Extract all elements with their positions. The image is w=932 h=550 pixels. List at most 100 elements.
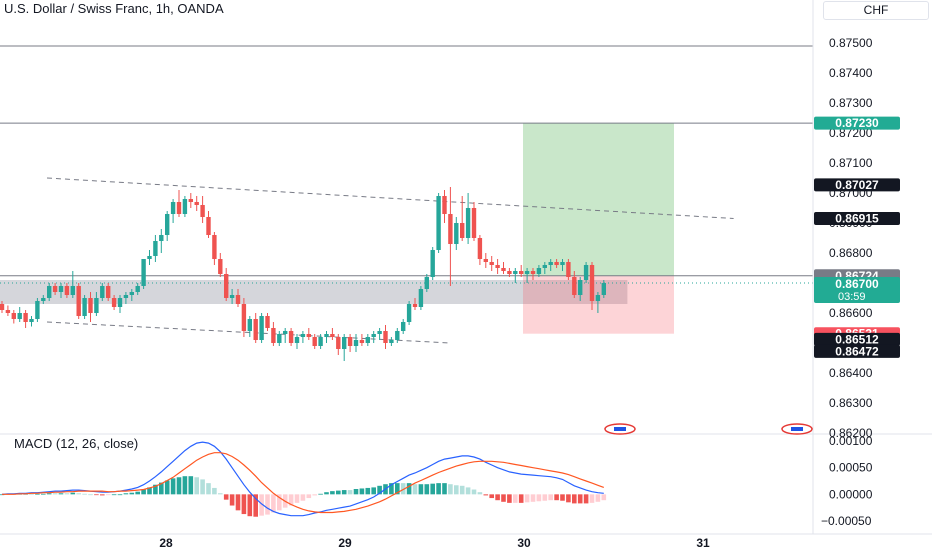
candle-body (159, 235, 164, 241)
macd-histogram-bar (306, 494, 312, 499)
flag-stripe-icon (791, 427, 803, 431)
candle-body (595, 295, 601, 301)
candle-body (300, 334, 306, 337)
macd-histogram-bar (277, 494, 282, 511)
macd-histogram-bar (412, 484, 418, 495)
macd-histogram-bar (454, 485, 459, 495)
candle-body (82, 298, 87, 316)
currency-selector[interactable]: CHF (823, 1, 929, 20)
candle-body (94, 298, 99, 313)
candle-body (477, 238, 483, 259)
macd-histogram-bar (88, 494, 93, 496)
candles-layer (0, 187, 606, 361)
macd-histogram-bar (442, 483, 447, 495)
candle-body (578, 280, 583, 295)
candle-body (406, 304, 412, 322)
macd-histogram-bar (572, 494, 577, 504)
candle-body (365, 337, 370, 343)
macd-histogram-bar (100, 494, 105, 496)
macd-histogram-bar (153, 484, 158, 495)
price-tick-label: 0.86400 (829, 366, 873, 380)
candle-body (347, 337, 353, 346)
macd-histogram-bar (560, 494, 565, 501)
candle-body (359, 340, 365, 343)
trend-line (46, 177, 734, 219)
trend-line-tag-bg (814, 212, 900, 225)
macd-tick-label: 0.00100 (829, 434, 873, 448)
time-tick-label: 31 (696, 536, 710, 550)
candle-body (383, 331, 388, 343)
candle-body (182, 199, 188, 214)
macd-histogram-bar (259, 494, 264, 516)
candle-body (271, 328, 276, 343)
candle-body (0, 304, 5, 310)
macd-histogram-bar (176, 477, 182, 495)
candle-body (170, 202, 176, 214)
macd-histogram-bar (324, 492, 329, 495)
candle-body (176, 202, 182, 214)
macd-histogram-bar (430, 483, 435, 495)
candle-body (17, 313, 22, 319)
candle-body (229, 295, 235, 298)
macd-histogram-bar (46, 493, 52, 495)
macd-tick-label: −0.00050 (821, 514, 872, 528)
candle-body (442, 196, 447, 214)
macd-histogram-bar (41, 493, 46, 495)
candle-body (583, 265, 589, 280)
candle-body (418, 289, 424, 307)
flag-stripe-icon (614, 427, 626, 431)
candle-body (507, 271, 512, 274)
low-b-tag-bg (814, 344, 900, 358)
macd-histogram-bar (601, 494, 607, 501)
candle-body (188, 199, 193, 202)
macd-histogram-bar (507, 494, 512, 503)
macd-histogram-bar (377, 485, 382, 495)
macd-histogram-bar (170, 478, 176, 495)
macd-histogram-bar (29, 493, 34, 495)
candle-body (542, 265, 547, 268)
macd-histogram-bar (294, 494, 300, 503)
candle-body (135, 286, 140, 292)
current-price-tag: 0.86700 (835, 277, 879, 291)
price-tick-label: 0.86600 (829, 306, 873, 320)
candle-body (129, 292, 134, 295)
macd-histogram-bar (141, 489, 146, 495)
macd-histogram-bar (123, 493, 129, 495)
macd-histogram-bar (159, 482, 164, 495)
candle-body (572, 277, 577, 295)
candle-body (76, 286, 81, 316)
candle-body (353, 340, 359, 346)
macd-histogram-bar (111, 494, 117, 496)
candle-body (23, 313, 28, 322)
candle-body (554, 262, 559, 265)
macd-histogram-bar (129, 492, 135, 495)
candle-body (330, 334, 335, 337)
macd-histogram-bar (288, 494, 294, 506)
macd-histogram-bar (82, 493, 87, 495)
macd-tick-label: 0.00050 (829, 461, 873, 475)
macd-histogram-bar (300, 494, 306, 501)
candle-body (524, 271, 530, 274)
macd-histogram-bar (589, 494, 595, 503)
macd-histogram-bar (566, 494, 571, 503)
candle-body (513, 271, 518, 274)
macd-histogram-bar (465, 487, 471, 495)
macd-histogram-bar (188, 476, 194, 495)
candle-body (218, 259, 223, 274)
macd-histogram-bar (135, 491, 140, 495)
macd-histogram-bar (477, 492, 483, 495)
candle-body (41, 298, 46, 301)
candle-body (200, 205, 205, 217)
candle-body (371, 334, 376, 337)
candle-body (312, 337, 317, 346)
candle-body (495, 265, 500, 268)
candle-body (288, 331, 294, 343)
candle-body (560, 262, 565, 265)
candle-body (424, 277, 429, 289)
zones-layer (0, 123, 674, 334)
candle-body (589, 265, 595, 301)
macd-histogram-bar (247, 494, 253, 517)
macd-line (1, 441, 604, 517)
macd-histogram-bar (341, 490, 347, 495)
